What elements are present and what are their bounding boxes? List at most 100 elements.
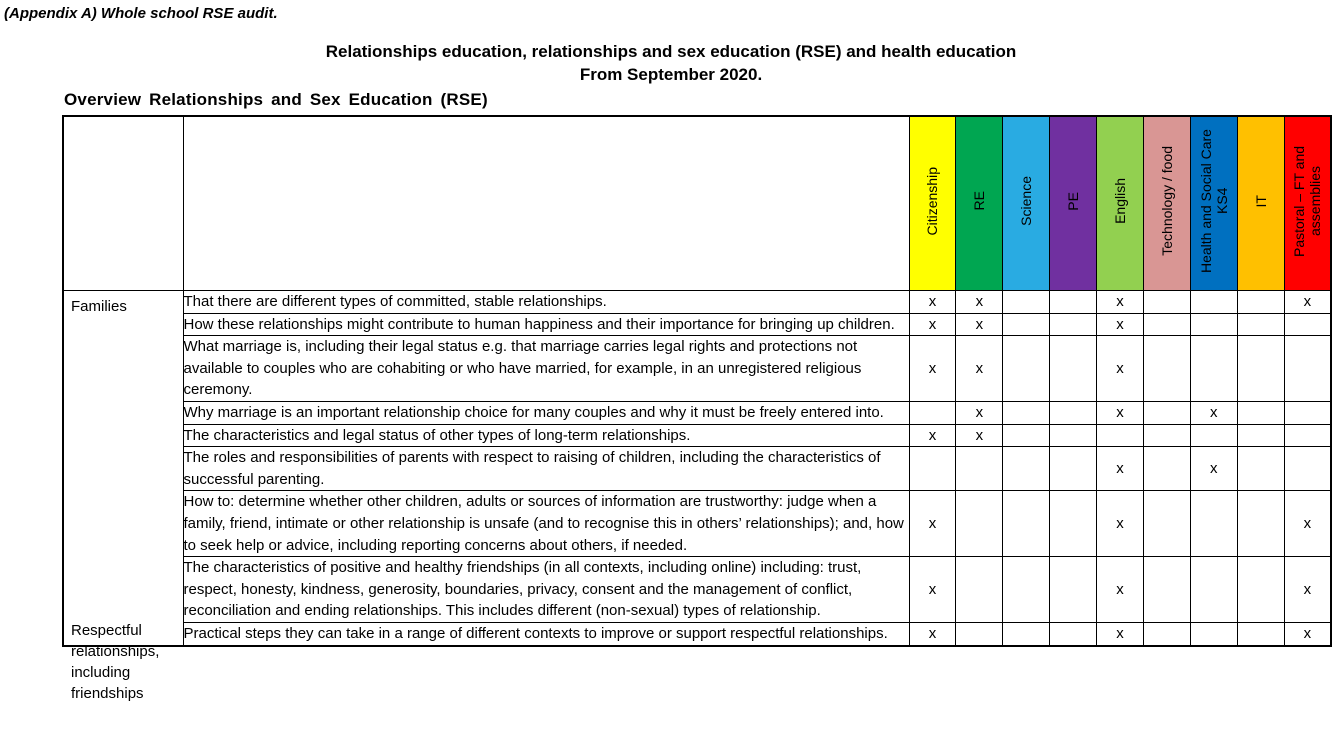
statement-cell: The characteristics and legal status of … — [182, 423, 910, 448]
mark-cell-empty — [1189, 490, 1238, 558]
mark-cell-empty — [1236, 290, 1285, 314]
statement-cell: Practical steps they can take in a range… — [182, 621, 910, 647]
mark-cell-checked: x — [1189, 400, 1238, 425]
mark-cell-checked: x — [908, 335, 957, 402]
mark-cell-checked: x — [1283, 490, 1332, 558]
mark-cell-empty — [1236, 335, 1285, 402]
document-title-line1: Relationships education, relationships a… — [325, 42, 1017, 61]
mark-cell-empty — [1096, 423, 1144, 448]
mark-cell-empty — [1142, 621, 1191, 647]
table-row: The roles and responsibilities of parent… — [63, 446, 1332, 492]
table-row: Why marriage is an important relationshi… — [63, 400, 1332, 425]
subject-column-label: Citizenship — [924, 166, 941, 236]
mark-cell-checked: x — [908, 490, 957, 558]
mark-cell-empty — [1049, 490, 1098, 558]
mark-cell-empty — [1283, 312, 1332, 337]
statement-cell: How to: determine whether other children… — [182, 490, 910, 558]
mark-cell-empty — [1236, 446, 1285, 492]
mark-cell-empty — [1049, 400, 1098, 425]
subject-column-header: PE — [1049, 115, 1098, 291]
table-row: Practical steps they can take in a range… — [63, 621, 1332, 647]
mark-cell-empty — [1049, 312, 1098, 337]
mark-cell-checked: x — [1096, 290, 1144, 314]
mark-cell-empty — [955, 490, 1004, 558]
mark-cell-empty — [1049, 621, 1098, 647]
mark-cell-empty — [1002, 290, 1051, 314]
subject-column-header: Science — [1002, 115, 1051, 291]
mark-cell-empty — [1002, 446, 1051, 492]
subject-column-header: English — [1096, 115, 1144, 291]
category-cell: Families Respectful relationships, includ… — [62, 290, 184, 702]
mark-cell-empty — [1142, 423, 1191, 448]
subject-column-header: RE — [955, 115, 1004, 291]
statement-cell: What marriage is, including their legal … — [182, 335, 910, 402]
mark-cell-checked: x — [908, 312, 957, 337]
mark-cell-empty — [908, 400, 957, 425]
mark-cell-empty — [1142, 400, 1191, 425]
table-body: Families Respectful relationships, includ… — [62, 290, 1332, 702]
mark-cell-checked: x — [1096, 335, 1144, 402]
mark-cell-empty — [1189, 423, 1238, 448]
table-row: The characteristics of positive and heal… — [63, 556, 1332, 623]
mark-cell-checked: x — [908, 423, 957, 448]
statement-cell: That there are different types of commit… — [182, 290, 910, 314]
mark-cell-empty — [1236, 312, 1285, 337]
mark-cell-empty — [1283, 423, 1332, 448]
mark-cell-empty — [1189, 290, 1238, 314]
mark-cell-checked: x — [955, 312, 1004, 337]
subject-column-label: RE — [971, 191, 988, 211]
subject-column-header: IT — [1236, 115, 1285, 291]
mark-cell-empty — [1236, 423, 1285, 448]
table-row: How to: determine whether other children… — [63, 490, 1332, 558]
mark-cell-checked: x — [1189, 446, 1238, 492]
mark-cell-empty — [1283, 446, 1332, 492]
mark-cell-checked: x — [955, 290, 1004, 314]
audit-table: Citizenship RE Science PE English Technology … — [62, 115, 1333, 702]
subject-column-header: Citizenship — [908, 115, 957, 291]
section-heading: Overview Relationships and Sex Education… — [64, 90, 488, 109]
mark-cell-empty — [1142, 446, 1191, 492]
mark-cell-checked: x — [908, 290, 957, 314]
mark-cell-checked: x — [908, 556, 957, 623]
mark-cell-empty — [1142, 556, 1191, 623]
subject-column-label: PE — [1065, 191, 1082, 211]
subject-column-label: IT — [1252, 195, 1269, 208]
mark-cell-checked: x — [955, 335, 1004, 402]
document-title: Relationships education, relationships a… — [0, 40, 1342, 86]
mark-cell-checked: x — [1096, 490, 1144, 558]
statement-cell: The roles and responsibilities of parent… — [182, 446, 910, 492]
appendix-note: (Appendix A) Whole school RSE audit. — [4, 5, 278, 22]
mark-cell-checked: x — [1096, 446, 1144, 492]
document-title-line2: From September 2020. — [579, 65, 763, 84]
mark-cell-empty — [1049, 446, 1098, 492]
mark-cell-empty — [1189, 312, 1238, 337]
table-row: The characteristics and legal status of … — [63, 423, 1332, 448]
subject-column-header: Technology / food — [1142, 115, 1191, 291]
statement-cell: Why marriage is an important relationshi… — [182, 400, 910, 425]
subject-column-label: Pastoral – FT and assemblies — [1291, 145, 1324, 257]
mark-cell-empty — [1236, 490, 1285, 558]
mark-cell-empty — [955, 556, 1004, 623]
mark-cell-checked: x — [908, 621, 957, 647]
mark-cell-empty — [1189, 335, 1238, 402]
mark-cell-checked: x — [1283, 556, 1332, 623]
table-header: Citizenship RE Science PE English Technology … — [62, 115, 1332, 291]
statement-header-cell — [182, 115, 910, 291]
mark-cell-checked: x — [1283, 621, 1332, 647]
header-row: Citizenship RE Science PE English Technology … — [62, 115, 1332, 291]
mark-cell-empty — [1236, 621, 1285, 647]
mark-cell-empty — [1142, 490, 1191, 558]
mark-cell-checked: x — [1096, 556, 1144, 623]
table-row: How these relationships might contribute… — [63, 312, 1332, 337]
rse-audit-table: Citizenship RE Science PE English Technology … — [62, 115, 1333, 702]
mark-cell-empty — [1142, 312, 1191, 337]
subject-column-header: Health and Social Care KS4 — [1189, 115, 1238, 291]
statement-cell: The characteristics of positive and heal… — [182, 556, 910, 623]
statement-cell: How these relationships might contribute… — [182, 312, 910, 337]
category-label: Families — [71, 298, 127, 315]
mark-cell-empty — [1236, 556, 1285, 623]
mark-cell-empty — [1002, 423, 1051, 448]
mark-cell-empty — [1283, 400, 1332, 425]
mark-cell-empty — [955, 446, 1004, 492]
mark-cell-empty — [1049, 290, 1098, 314]
